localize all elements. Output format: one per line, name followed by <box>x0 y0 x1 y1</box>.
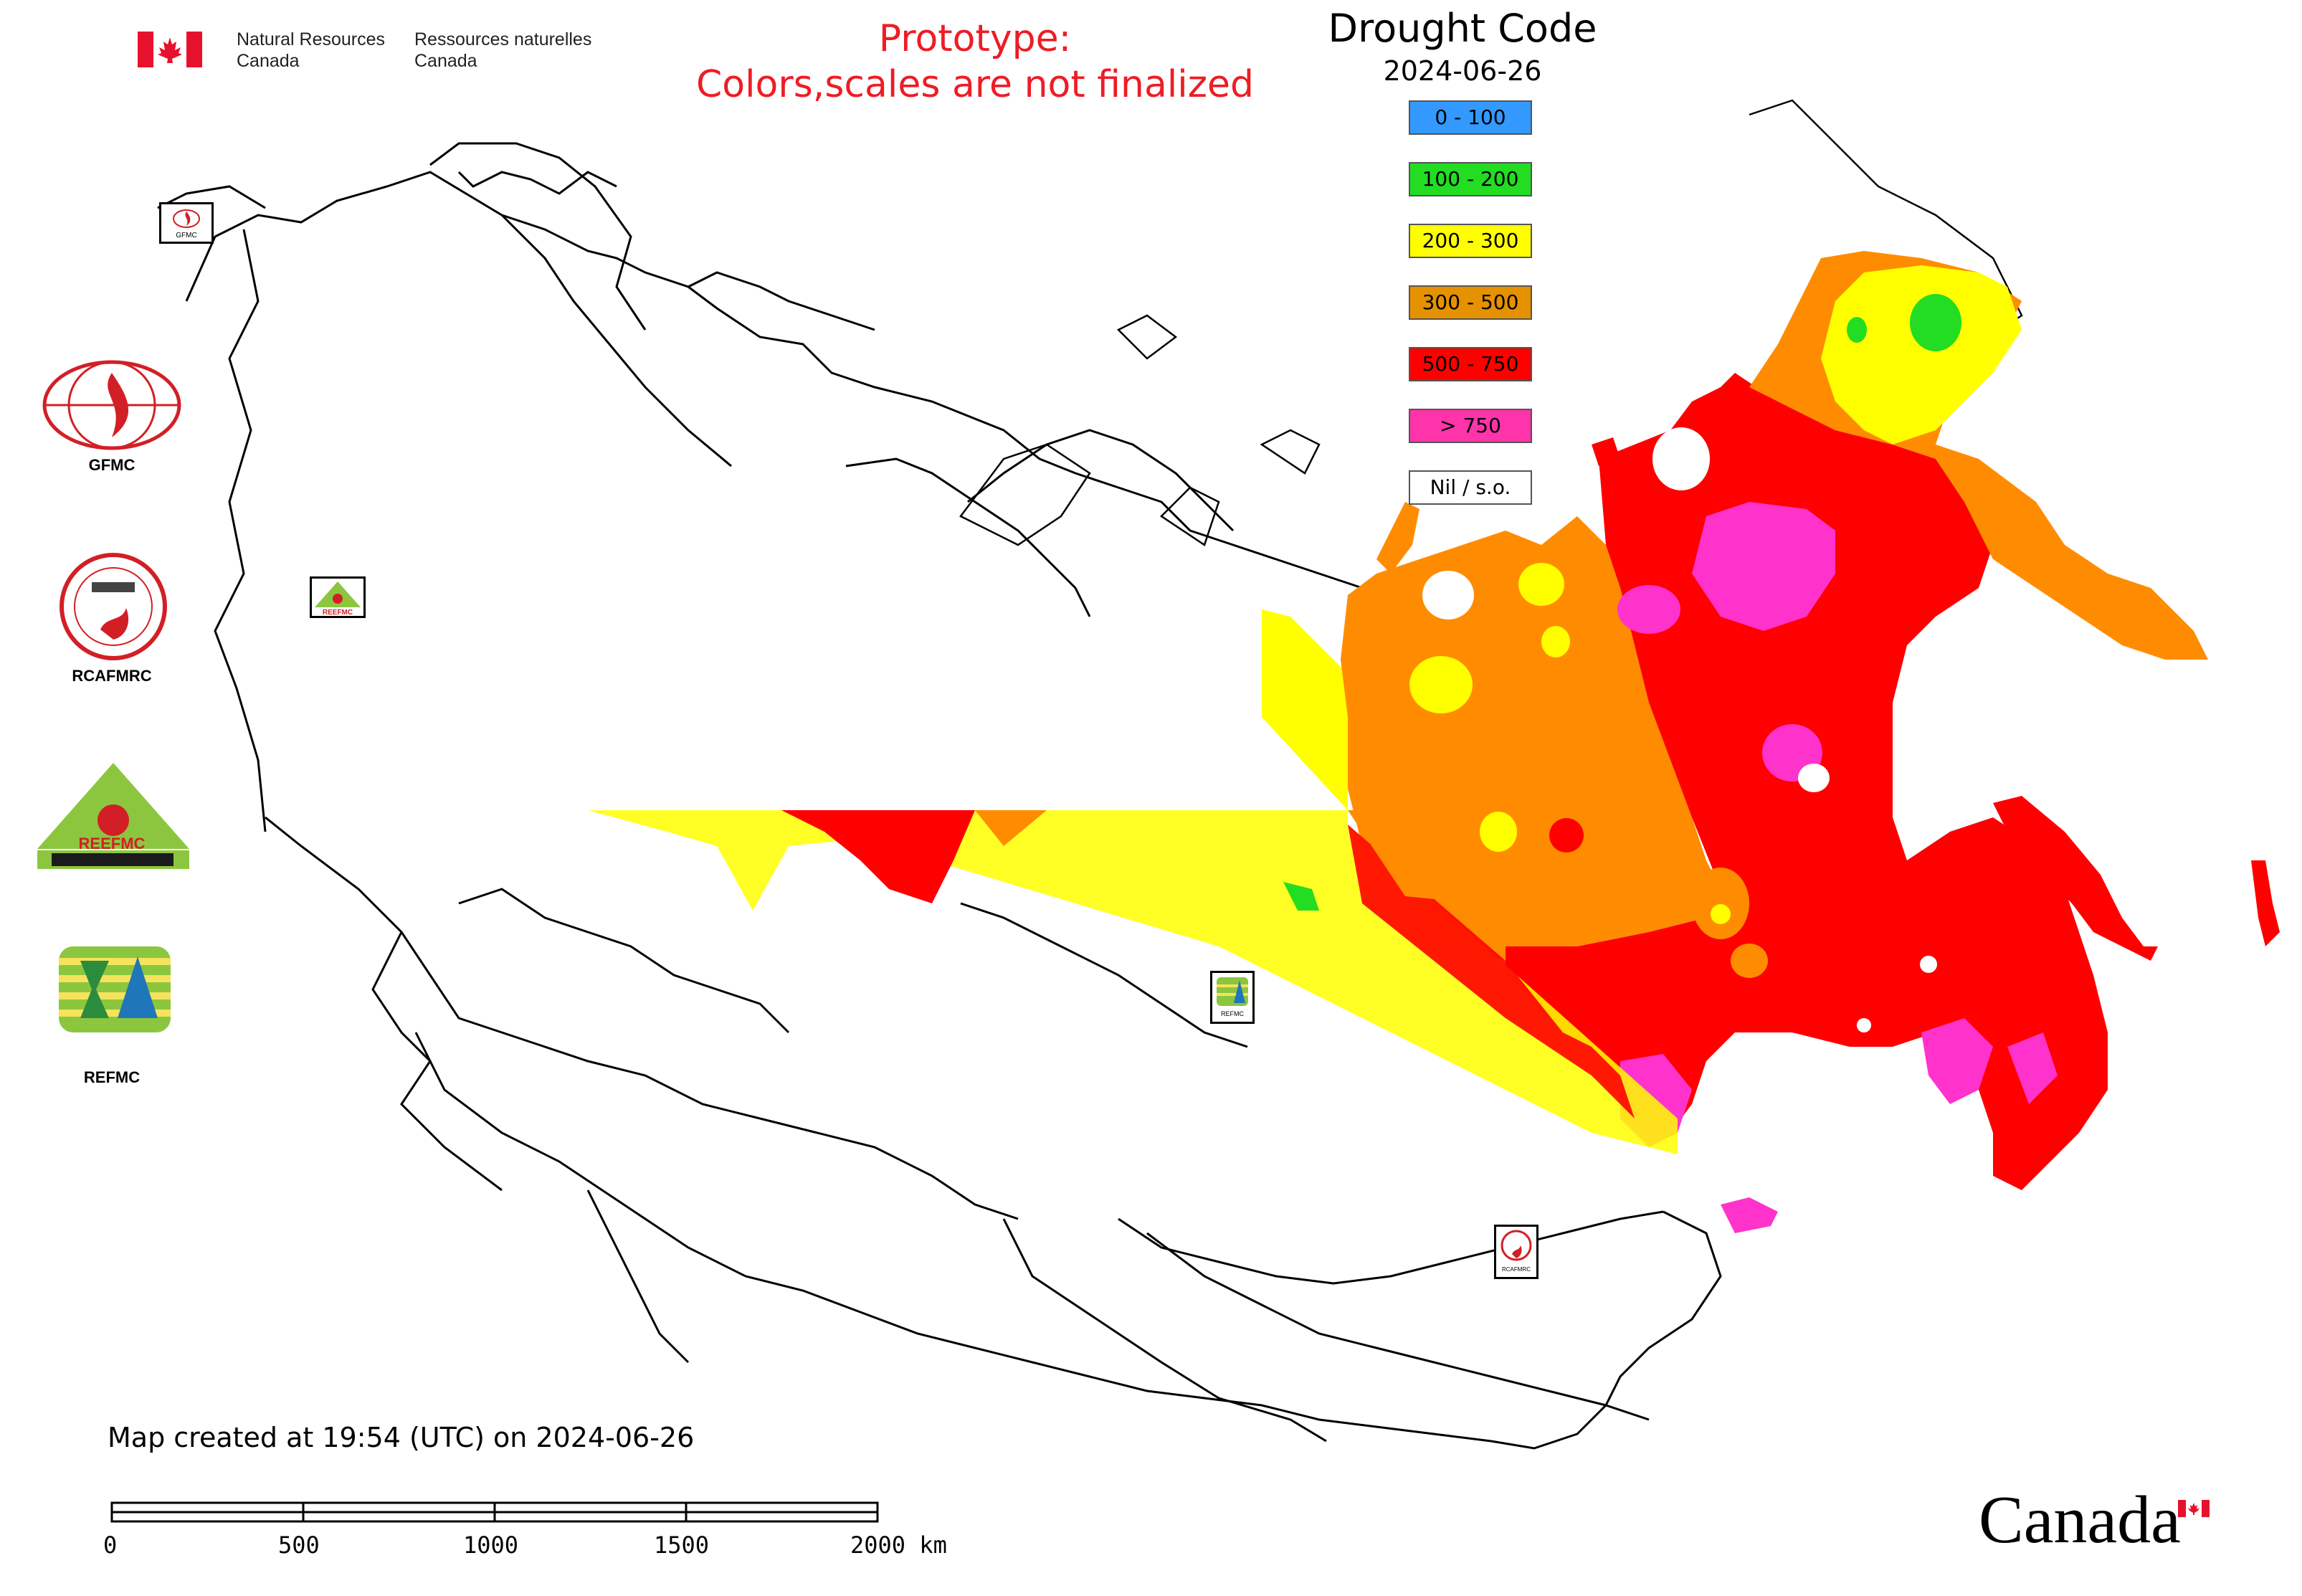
prototype-notice: Prototype: Colors,scales are not finaliz… <box>696 16 1254 108</box>
department-en-line1: Natural Resources <box>237 29 386 49</box>
legend-item-100-200: 100 - 200 <box>1409 162 1532 196</box>
department-name-en: Natural Resources Canada <box>237 29 385 72</box>
map-marker-refmc-icon: REFMC <box>1217 977 1248 1017</box>
map-marker-gfmc-label: GFMC <box>176 232 196 239</box>
legend-item-over-750: > 750 <box>1409 409 1532 443</box>
prototype-notice-line1: Prototype: <box>878 17 1072 60</box>
scale-label-500: 500 <box>278 1531 320 1559</box>
department-fr-line2: Canada <box>414 51 477 71</box>
legend-item-nil: Nil / s.o. <box>1409 470 1532 505</box>
canada-wordmark: Canada <box>1979 1483 2181 1557</box>
department-fr-line1: Ressources naturelles <box>414 29 592 49</box>
map-marker-gfmc[interactable]: GFMC <box>159 202 214 244</box>
island-fills <box>1376 437 2280 961</box>
map-marker-refmc-label: REFMC <box>1221 1010 1244 1017</box>
map-marker-gfmc-icon: GFMC <box>173 209 200 239</box>
rcafmrc-logo-icon <box>60 553 167 660</box>
map-marker-rcafmrc-label: RCAFMRC <box>1502 1266 1531 1273</box>
legend-item-200-300: 200 - 300 <box>1409 224 1532 258</box>
legend-title: Drought Code <box>1328 6 1597 51</box>
gfmc-logo-icon <box>42 360 181 450</box>
map-marker-reefmc[interactable]: REEFMC <box>310 576 366 618</box>
map-created-timestamp: Map created at 19:54 (UTC) on 2024-06-26 <box>108 1422 695 1453</box>
legend-date: 2024-06-26 <box>1383 55 1542 87</box>
map-marker-reefmc-icon: REEFMC <box>315 581 361 617</box>
prototype-notice-line2: Colors,scales are not finalized <box>695 63 1255 106</box>
legend-item-0-100: 0 - 100 <box>1409 100 1532 135</box>
legend-item-500-750: 500 - 750 <box>1409 347 1532 381</box>
map-marker-rcafmrc[interactable]: RCAFMRC <box>1494 1225 1538 1279</box>
map-marker-reefmc-label: REEFMC <box>323 609 353 616</box>
side-logo-caption-rcafmrc: RCAFMRC <box>72 667 152 685</box>
canada-flag-icon <box>138 32 202 67</box>
side-logo-caption-refmc: REFMC <box>83 1068 141 1086</box>
reefmc-logo-icon <box>37 763 189 869</box>
legend-item-300-500: 300 - 500 <box>1409 285 1532 320</box>
scale-label-1500: 1500 <box>654 1531 710 1559</box>
scale-label-0: 0 <box>103 1531 118 1559</box>
side-logo-caption-reefmc: REEFMC <box>78 835 146 852</box>
scale-bar <box>110 1501 879 1523</box>
department-name-fr: Ressources naturelles Canada <box>414 29 591 72</box>
refmc-logo-icon <box>59 946 171 1032</box>
canada-wordmark-flag-icon <box>2178 1500 2210 1517</box>
map-marker-rcafmrc-icon: RCAFMRC <box>1500 1230 1532 1273</box>
side-logo-caption-gfmc: GFMC <box>88 456 135 474</box>
drought-raster <box>588 251 2208 1233</box>
scale-label-1000: 1000 <box>463 1531 519 1559</box>
department-en-line2: Canada <box>237 51 300 71</box>
map-marker-refmc[interactable]: REFMC <box>1210 971 1255 1024</box>
scale-label-2000: 2000 km <box>850 1531 947 1559</box>
country-outlines <box>157 142 1722 1450</box>
